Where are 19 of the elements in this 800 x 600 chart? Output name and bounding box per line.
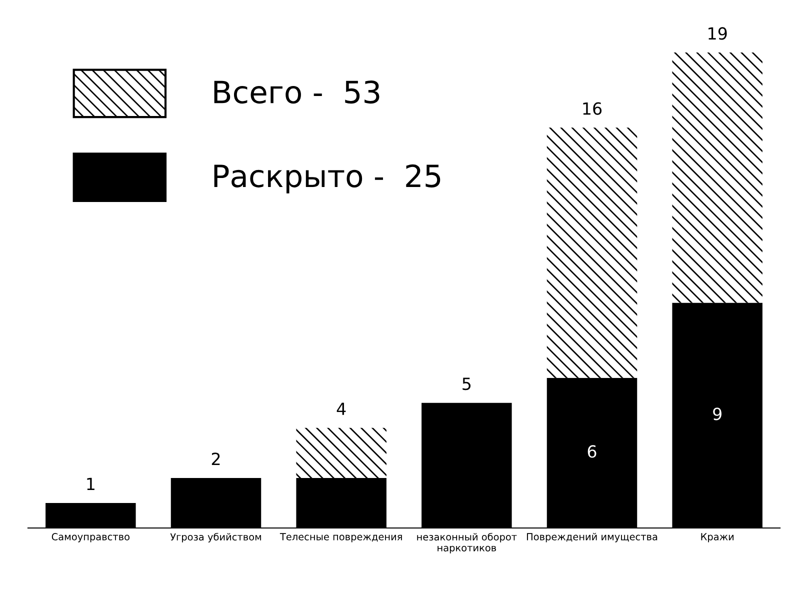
total-label: 16	[583, 102, 602, 115]
bar	[296, 428, 386, 478]
bar	[546, 128, 638, 378]
x-tick-label: незаконный оборот наркотиков	[417, 532, 517, 554]
bar	[672, 52, 762, 303]
x-tick-label: Кражи	[701, 533, 734, 542]
total-label: 5	[462, 378, 471, 390]
x-tick-label: Повреждений имущества	[526, 532, 658, 542]
x-tick-label: Угроза убийством	[170, 532, 262, 542]
data-label: 9	[713, 408, 722, 420]
total-label: 4	[336, 402, 346, 415]
data-label: 6	[588, 445, 596, 458]
legend-label: Всего - 53	[214, 80, 380, 104]
total-label: 1	[87, 478, 94, 490]
x-tick-label: Самоуправство	[52, 533, 130, 542]
total-label: 2	[212, 452, 220, 465]
x-tick-label: Телесные повреждения	[280, 533, 402, 542]
legend-label: Раскрыто - 25	[214, 164, 440, 194]
total-label: 19	[708, 27, 727, 40]
